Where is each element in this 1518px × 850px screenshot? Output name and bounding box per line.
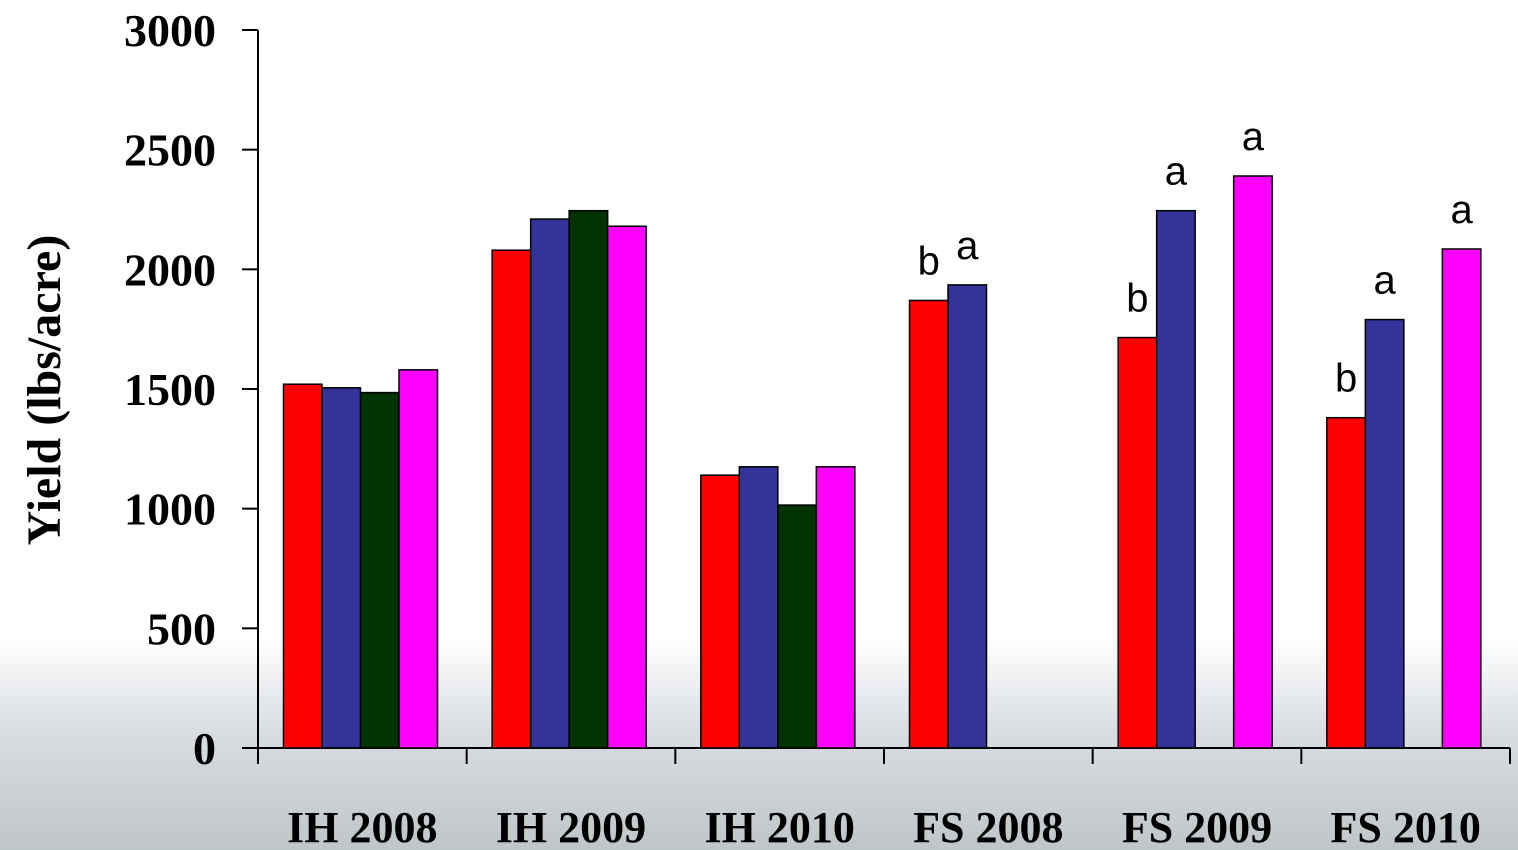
bar [529, 218, 570, 749]
x-category-label: IH 2008 [287, 803, 437, 850]
bar [282, 383, 323, 749]
bar [700, 474, 741, 749]
y-tick-label: 2500 [124, 125, 216, 176]
bar [908, 299, 949, 749]
significance-letter: b [1126, 277, 1148, 321]
y-tick-label: 1500 [124, 364, 216, 415]
bar [777, 504, 818, 749]
x-category-label: IH 2009 [496, 803, 646, 850]
bar [1441, 248, 1482, 749]
bar [321, 387, 362, 749]
y-axis-title: Yield (lbs/acre) [18, 235, 71, 546]
x-category-label: FS 2008 [913, 803, 1063, 850]
bar [1326, 416, 1367, 749]
bar [398, 369, 439, 749]
bar [947, 284, 988, 749]
y-tick-label: 1000 [124, 484, 216, 535]
x-category-label: IH 2010 [704, 803, 854, 850]
bar [606, 225, 647, 749]
x-category-label: FS 2010 [1330, 803, 1480, 850]
y-tick-label: 3000 [124, 5, 216, 56]
bar [359, 391, 400, 749]
bar [1117, 336, 1158, 749]
significance-letter: a [1242, 115, 1265, 159]
y-tick-label: 500 [147, 603, 216, 654]
significance-letter: a [1165, 150, 1188, 194]
significance-letter: a [1373, 259, 1396, 303]
significance-letter: b [1335, 357, 1357, 401]
significance-letter: b [918, 239, 940, 283]
significance-letter: a [956, 224, 979, 268]
bar [568, 209, 609, 749]
y-tick-label: 0 [193, 723, 216, 774]
x-category-label: FS 2009 [1122, 803, 1272, 850]
bar [491, 249, 532, 749]
bar [738, 466, 779, 749]
y-tick-label: 2000 [124, 244, 216, 295]
bar [1364, 318, 1405, 749]
bar [1232, 175, 1273, 749]
bar [1155, 209, 1196, 749]
bar [815, 466, 856, 749]
significance-letter: a [1450, 188, 1473, 232]
